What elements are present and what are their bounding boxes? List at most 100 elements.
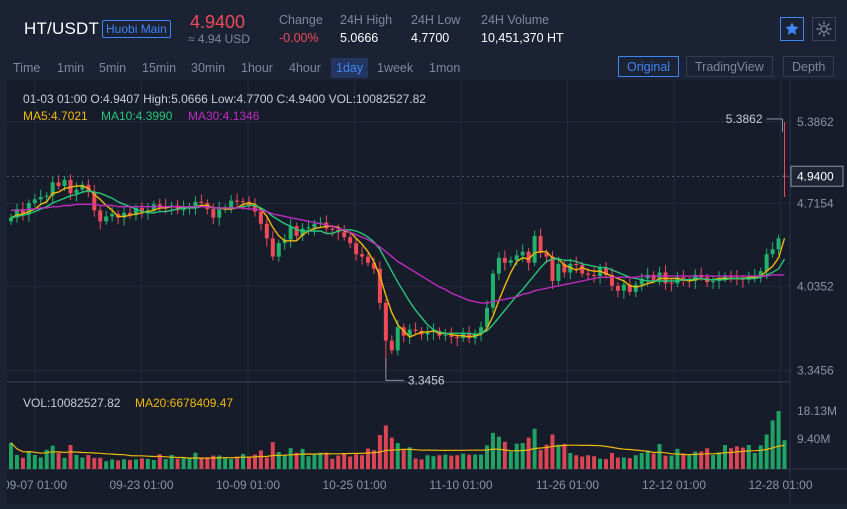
volume-bar xyxy=(241,453,246,469)
volume-bar xyxy=(443,454,448,469)
volume-bar xyxy=(294,452,299,469)
candlestick-chart[interactable]: 5.3862 3.3456 5.3862 4.7154 4.0352 3.3456 4.9… xyxy=(3,80,847,504)
volume-bar xyxy=(26,451,31,469)
volume-bar xyxy=(770,420,775,469)
volume-bar xyxy=(425,455,430,469)
time-tick-label: 10-25 01:00 xyxy=(322,478,386,492)
candle-body xyxy=(556,263,561,281)
volume-bar xyxy=(717,452,722,469)
candle-body xyxy=(128,212,132,216)
volume-bar xyxy=(508,451,513,469)
candle-body xyxy=(139,207,144,212)
high-label: 24H High xyxy=(340,13,393,27)
volume-bar xyxy=(574,455,579,469)
candle-body xyxy=(764,254,769,272)
tab-1hour[interactable]: 1hour xyxy=(241,61,273,75)
volume-bar xyxy=(252,454,257,469)
tab-1min[interactable]: 1min xyxy=(57,61,85,75)
tab-1week[interactable]: 1week xyxy=(377,61,414,75)
candle-body xyxy=(609,274,614,286)
candle-body xyxy=(669,282,674,284)
low-marker-label: 3.3456 xyxy=(408,373,445,387)
view-original-button[interactable]: Original xyxy=(618,56,680,77)
volume-bar xyxy=(699,451,704,469)
candle-body xyxy=(604,267,608,275)
volume-bar xyxy=(669,455,674,469)
volume-bar xyxy=(217,455,222,469)
volume-axis-labels: 18.13M 9.40M xyxy=(797,404,837,446)
volume-bar xyxy=(282,454,287,469)
volume-bar xyxy=(32,454,37,469)
volume-bar xyxy=(389,437,394,469)
candle-body xyxy=(383,302,388,341)
price-axis-labels: 5.3862 4.7154 4.0352 3.3456 4.9400 xyxy=(7,115,844,377)
volume-bar xyxy=(449,455,454,469)
ma5-label: MA5:4.7021 xyxy=(23,109,88,123)
ma30-label: MA30:4.1346 xyxy=(188,109,260,123)
volume-bar xyxy=(264,457,269,469)
volume-bar xyxy=(711,454,716,469)
theme-toggle-button[interactable] xyxy=(812,17,836,41)
time-axis-labels: 09-07 01:00 09-23 01:00 10-09 01:00 10-25 0… xyxy=(3,478,813,492)
high-value: 5.0666 xyxy=(340,31,379,45)
volume-bar xyxy=(38,457,43,469)
price-tick-label: 5.3862 xyxy=(797,115,834,129)
candle-body xyxy=(425,332,430,335)
candle-body xyxy=(104,216,109,222)
volume-bar xyxy=(360,455,365,469)
candle-body xyxy=(770,249,775,255)
volume-bar xyxy=(758,445,763,469)
candle-body xyxy=(776,238,781,250)
volume-bar xyxy=(86,454,91,469)
tab-30min[interactable]: 30min xyxy=(191,61,226,75)
candle-body xyxy=(98,210,103,222)
candle-body xyxy=(264,223,269,239)
tab-4hour[interactable]: 4hour xyxy=(289,61,321,75)
view-tradingview-button[interactable]: TradingView xyxy=(686,56,773,77)
volume-bar xyxy=(615,457,620,469)
volume-bar xyxy=(80,457,85,469)
volume-bar xyxy=(383,425,388,469)
tab-1day[interactable]: 1day xyxy=(331,58,369,78)
time-tick-label: 12-28 01:00 xyxy=(748,478,812,492)
candle-body xyxy=(413,329,418,331)
volume-bar xyxy=(639,453,644,469)
volume-bar xyxy=(145,458,150,469)
volume-bar xyxy=(485,445,489,469)
candle-body xyxy=(74,189,79,194)
tab-time[interactable]: Time xyxy=(13,61,41,75)
candle-body xyxy=(342,232,347,238)
tab-15min[interactable]: 15min xyxy=(142,61,177,75)
volume-bar xyxy=(746,445,751,469)
volume-bar xyxy=(621,457,626,469)
candle-body xyxy=(758,271,763,277)
candle-body xyxy=(14,209,19,218)
pair-title[interactable]: HT/USDT xyxy=(24,19,100,38)
chart-panel[interactable]: 5.3862 3.3456 5.3862 4.7154 4.0352 3.3456 4.9… xyxy=(3,80,847,504)
candle-body xyxy=(193,201,198,207)
volume-value: 10,451,370 HT xyxy=(481,31,564,45)
volume-bar xyxy=(455,455,460,469)
tab-5min[interactable]: 5min xyxy=(99,61,127,75)
candle-body xyxy=(354,243,359,255)
time-tick-label: 11-26 01:00 xyxy=(536,478,599,492)
volume-bar xyxy=(467,454,472,469)
candle-body xyxy=(38,196,43,200)
volume-bar xyxy=(44,449,49,469)
volume-bar xyxy=(163,459,168,469)
volume-bar xyxy=(20,457,25,469)
tab-1mon[interactable]: 1mon xyxy=(429,61,461,75)
candle-body xyxy=(633,284,638,292)
candle-body xyxy=(294,226,299,236)
volume-bar xyxy=(604,459,608,469)
candles xyxy=(9,121,787,371)
volume-bar xyxy=(157,454,162,469)
view-depth-button[interactable]: Depth xyxy=(783,56,835,77)
candle-body xyxy=(377,268,382,303)
volume-bar xyxy=(728,448,733,469)
favorite-button[interactable] xyxy=(780,17,804,41)
candle-body xyxy=(181,207,186,211)
volume-bar xyxy=(782,440,787,469)
time-tick-label: 09-23 01:00 xyxy=(109,478,173,492)
time-tick-label: 10-09 01:00 xyxy=(216,478,280,492)
